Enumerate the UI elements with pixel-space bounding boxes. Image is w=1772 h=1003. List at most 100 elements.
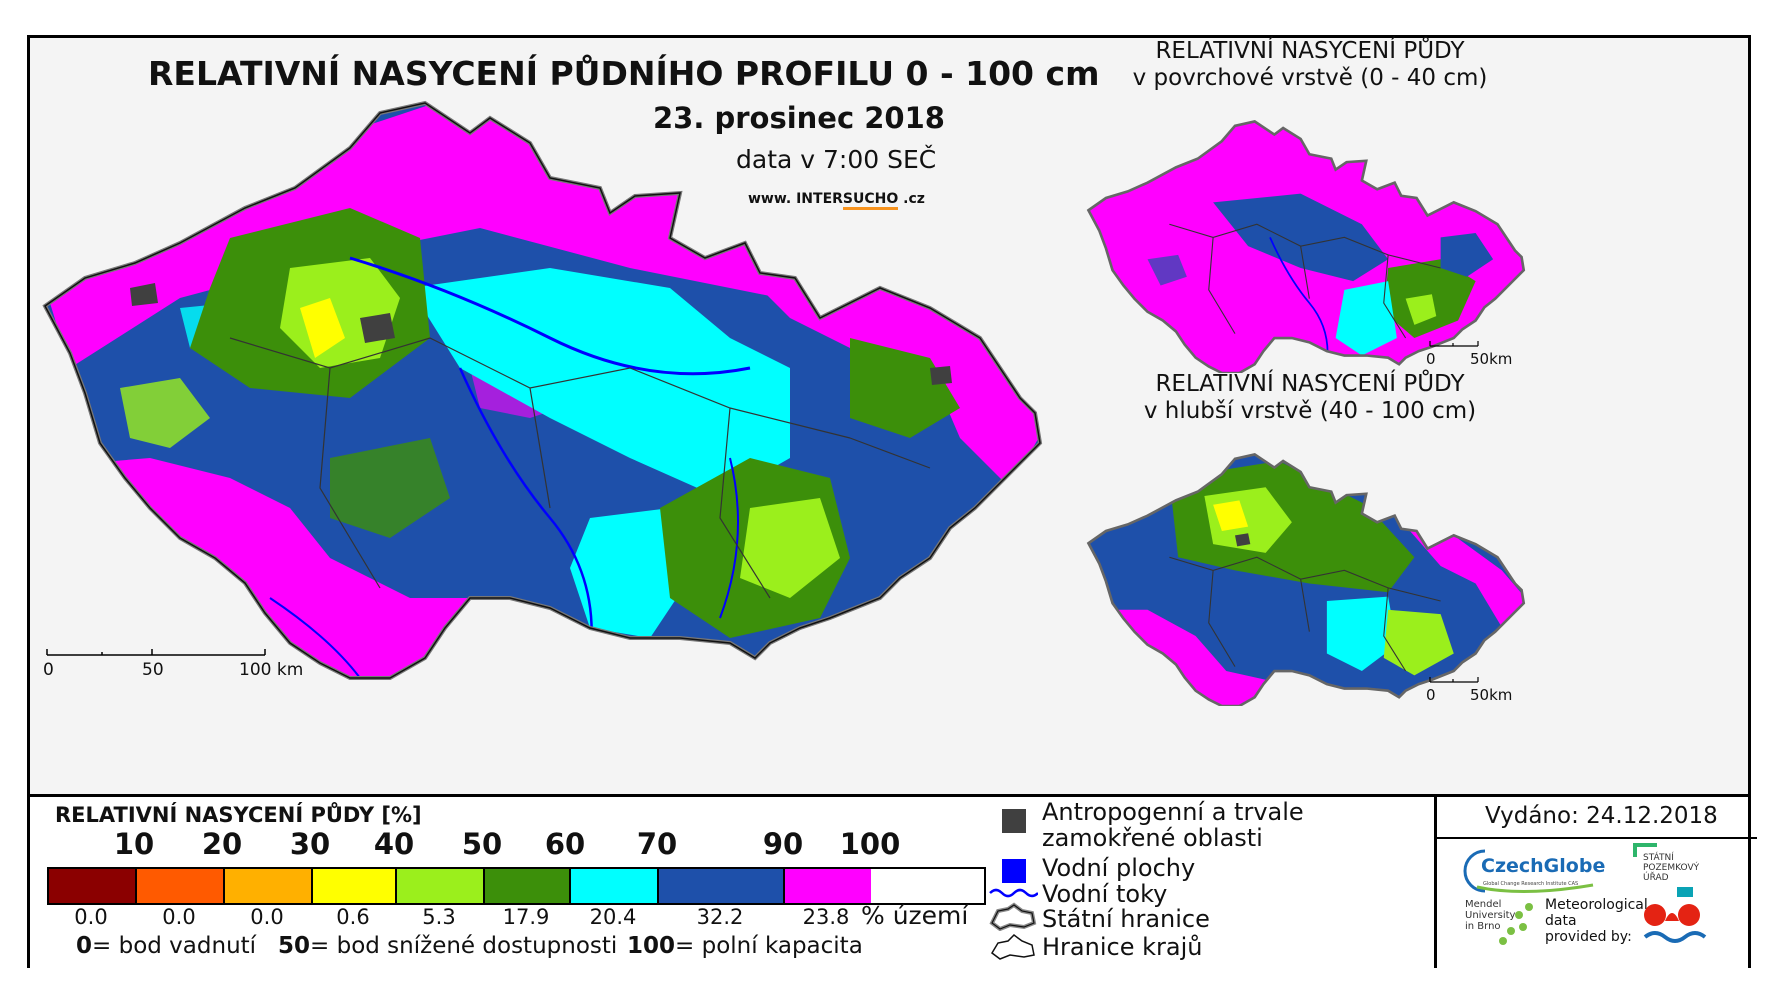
legend-swatch-7: [659, 869, 785, 903]
anthropogenic-swatch: [1002, 809, 1026, 833]
legend-pct-7: 32.2: [696, 905, 744, 929]
inset-surface-scale-bar: [1429, 341, 1479, 347]
legend-swatch-4: [397, 869, 485, 903]
legend-swatch-0: [49, 869, 137, 903]
main-scale-label-50: 50: [142, 660, 164, 680]
url-suffix: .cz: [898, 191, 925, 207]
legend-pct-2: 0.0: [250, 905, 284, 929]
main-scale-bar: [46, 649, 266, 656]
legend-pct-3: 0.6: [336, 905, 370, 929]
spu-logo-text: STÁTNÍ POZEMKOVÝ ÚŘAD: [1643, 853, 1699, 883]
legend-pct-0: 0.0: [74, 905, 108, 929]
met-data-line1: Meteorological: [1545, 897, 1648, 913]
legend-tick-10: 10: [113, 827, 155, 861]
inset-deep-title-line1: RELATIVNÍ NASYCENÍ PŮDY: [1155, 371, 1465, 397]
inset-deep-scale-50: 50km: [1470, 686, 1513, 704]
legend-expl-100: 100= polní kapacita: [627, 933, 863, 959]
spu-logo-line2: POZEMKOVÝ: [1643, 863, 1700, 873]
inset-deep-scale-bar: [1429, 677, 1479, 683]
legend-expl-0: 0= bod vadnutí: [76, 933, 256, 959]
issued-divider: [1437, 837, 1757, 839]
legend-tick-70: 70: [636, 827, 678, 861]
legend-swatch-8: [785, 869, 871, 903]
legend-expl-100-value: 100: [627, 933, 676, 959]
czechglobe-subtitle: Global Change Research Institute CAS: [1483, 881, 1579, 887]
legend-swatch-5: [485, 869, 571, 903]
main-scale-label-100: 100 km: [239, 660, 304, 680]
legend-area: RELATIVNÍ NASYCENÍ PŮDY [%] 10 20 30 40 …: [30, 794, 1757, 968]
inset-deep-title-line2: v hlubší vrstvě (40 - 100 cm): [1143, 398, 1477, 424]
spu-logo-accent: [1677, 887, 1693, 897]
url-prefix: www. INTER: [748, 191, 843, 207]
inset-deep-map: [1086, 453, 1526, 706]
inset-surface-title-line1: RELATIVNÍ NASYCENÍ PŮDY: [1155, 38, 1465, 64]
mendel-logo-text: Mendel University in Brno: [1465, 899, 1515, 932]
anthropogenic-label-line2: zamokřené oblasti: [1042, 824, 1263, 852]
inset-surface-scale-0: 0: [1426, 350, 1436, 368]
legend-expl-100-text: = polní kapacita: [675, 933, 863, 959]
spu-logo-line1: STÁTNÍ: [1643, 853, 1674, 863]
url-highlight: SUCHO: [842, 191, 899, 210]
issued-date: Vydáno: 24.12.2018: [1485, 803, 1718, 829]
legend-swatch-1: [137, 869, 225, 903]
water-stream-icon: [989, 888, 1038, 898]
legend-expl-50: 50= bod snížené dostupnosti: [278, 933, 617, 959]
intersucho-url: www. INTERSUCHO .cz: [748, 191, 925, 210]
czechglobe-name: CzechGlobe: [1481, 855, 1606, 877]
main-map: [43, 101, 1042, 680]
mendel-logo-line1: Mendel: [1465, 899, 1502, 910]
czechglobe-logo: [1463, 849, 1594, 894]
main-date: 23. prosinec 2018: [653, 101, 945, 135]
legend-pct-5: 17.9: [502, 905, 550, 929]
water-areas-label: Vodní plochy: [1042, 854, 1196, 882]
met-data-line2: data: [1545, 913, 1577, 929]
data-time: data v 7:00 SEČ: [736, 145, 937, 174]
legend-expl-50-text: = bod snížené dostupnosti: [310, 933, 618, 959]
water-area-swatch: [1002, 859, 1026, 883]
region-border-label: Hranice krajů: [1042, 933, 1203, 961]
legend-expl-0-value: 0: [76, 933, 93, 959]
chmi-logo: [1643, 904, 1707, 943]
legend-expl-50-value: 50: [278, 933, 311, 959]
met-data-text: Meteorological data provided by:: [1545, 897, 1648, 945]
legend-tick-60: 60: [544, 827, 586, 861]
legend-title: RELATIVNÍ NASYCENÍ PŮDY [%]: [55, 803, 422, 827]
legend-swatch-6: [571, 869, 659, 903]
met-data-line3: provided by:: [1545, 929, 1632, 945]
legend-tick-50: 50: [461, 827, 503, 861]
legend-tick-40: 40: [373, 827, 415, 861]
legend-swatch-2: [225, 869, 313, 903]
inset-surface-map: [1086, 120, 1526, 373]
legend-pct-6: 20.4: [589, 905, 637, 929]
main-scale-label-0: 0: [43, 660, 54, 680]
legend-tick-30: 30: [289, 827, 331, 861]
map-frame: 0 50 100 km RELATIVNÍ NASYCENÍ PŮDNÍHO P…: [27, 35, 1757, 968]
inset-surface-scale-50: 50km: [1470, 350, 1513, 368]
spu-logo-bar: [1633, 843, 1637, 857]
legend-pct-4: 5.3: [422, 905, 456, 929]
inset-deep-title: RELATIVNÍ NASYCENÍ PŮDY v hlubší vrstvě …: [1120, 371, 1500, 425]
region-border-icon: [991, 934, 1035, 960]
legend-pct-1: 0.0: [162, 905, 196, 929]
anthropogenic-label: Antropogenní a trvale zamokřené oblasti: [1042, 799, 1304, 851]
legend-expl-0-text: = bod vadnutí: [92, 933, 257, 959]
issued-logos-panel: Vydáno: 24.12.2018 CzechGlobe Global Cha…: [1434, 797, 1757, 968]
state-border-label: Státní hranice: [1042, 905, 1210, 933]
spu-logo-top: [1633, 843, 1657, 847]
legend-pct-8: 23.8: [802, 905, 850, 929]
legend-pct-unit: % území: [861, 901, 969, 930]
mendel-logo-dots: [1499, 903, 1533, 945]
anthropogenic-label-line1: Antropogenní a trvale: [1042, 798, 1304, 826]
mendel-logo-line2: University: [1465, 910, 1516, 921]
legend-tick-90: 90: [762, 827, 804, 861]
state-border-icon: [989, 902, 1037, 931]
inset-surface-title: RELATIVNÍ NASYCENÍ PŮDY v povrchové vrst…: [1120, 38, 1500, 92]
mendel-logo-line3: in Brno: [1465, 921, 1501, 932]
legend-tick-100: 100: [839, 827, 901, 861]
legend-swatch-3: [313, 869, 397, 903]
legend-tick-20: 20: [201, 827, 243, 861]
water-streams-label: Vodní toky: [1042, 880, 1168, 908]
spu-logo-line3: ÚŘAD: [1643, 873, 1669, 883]
main-title: RELATIVNÍ NASYCENÍ PŮDNÍHO PROFILU 0 - 1…: [148, 54, 1100, 93]
inset-deep-scale-0: 0: [1426, 686, 1436, 704]
